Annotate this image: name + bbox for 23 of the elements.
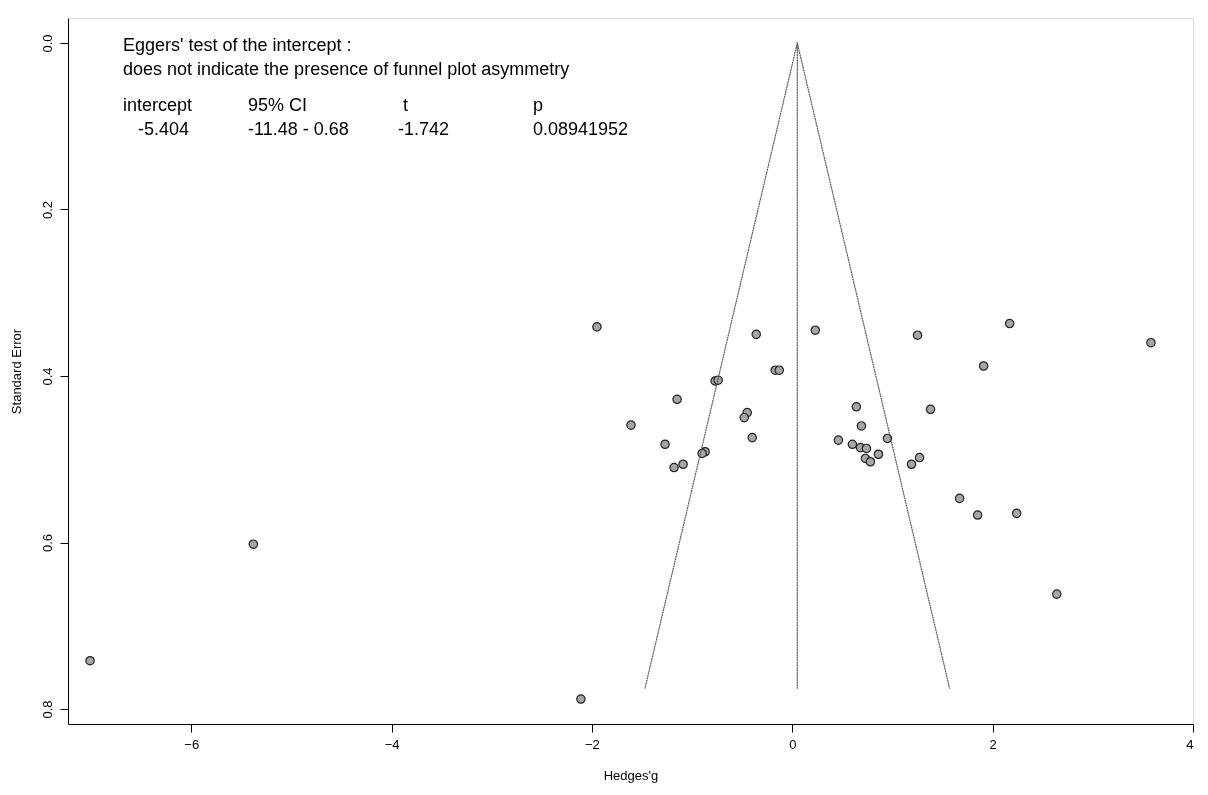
- x-tick-label: −6: [184, 736, 200, 752]
- annotation: 95% CI: [248, 95, 308, 115]
- x-tick-label: 0: [789, 736, 797, 752]
- x-tick-label: −2: [585, 736, 600, 752]
- y-tick-label: 0.4: [39, 367, 55, 386]
- annotation: p: [533, 95, 544, 115]
- y-tick-label: 0.2: [39, 200, 55, 220]
- annotation: 0.08941952: [533, 119, 629, 139]
- x-axis-title: Hedges'g: [603, 767, 659, 783]
- annotation: -1.742: [398, 119, 450, 139]
- y-tick-label: 0.8: [39, 700, 55, 719]
- annotation: -11.48 - 0.68: [248, 119, 349, 139]
- x-tick-label: 2: [989, 736, 997, 752]
- x-tick-label: −4: [384, 736, 400, 752]
- annotation: does not indicate the presence of funnel plot asymmetry: [123, 59, 570, 79]
- y-tick-label: 0.6: [39, 533, 55, 553]
- x-tick-label: 4: [1186, 736, 1194, 752]
- annotation: intercept: [123, 95, 193, 115]
- annotation: Eggers' test of the intercept :: [123, 35, 352, 55]
- y-axis-title: Standard Error: [8, 328, 24, 415]
- annotation: t: [403, 95, 409, 115]
- annotation: -5.404: [138, 119, 190, 139]
- y-tick-label: 0.0: [39, 34, 55, 53]
